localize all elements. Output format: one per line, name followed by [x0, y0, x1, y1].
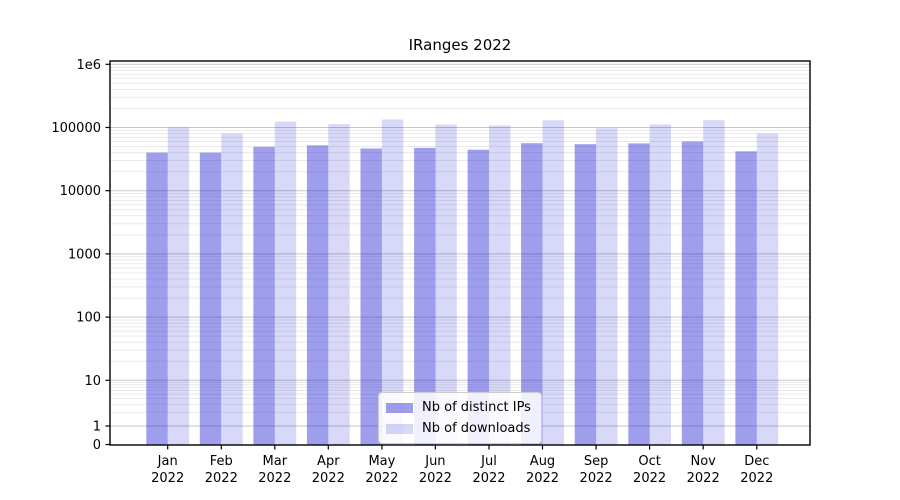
x-tick-label-month: Oct [638, 454, 660, 469]
x-tick-label-month: Feb [210, 454, 233, 469]
x-tick-label-year: 2022 [365, 471, 398, 486]
x-tick-label-month: Dec [744, 454, 769, 469]
bar-downloads [328, 124, 350, 445]
bar-downloads [596, 128, 618, 446]
bar-distinct-ips [306, 145, 329, 445]
bar-distinct-ips [360, 148, 382, 445]
legend-label-downloads: Nb of downloads [422, 421, 531, 436]
legend: Nb of distinct IPs Nb of downloads [378, 392, 542, 444]
x-tick-label-year: 2022 [205, 471, 238, 486]
x-tick-label-year: 2022 [687, 471, 720, 486]
legend-swatch-distinct-ips [386, 402, 413, 413]
bar-downloads [381, 119, 404, 445]
y-tick-label: 100000 [51, 121, 101, 136]
x-tick-label-year: 2022 [740, 471, 773, 486]
bar-distinct-ips [735, 151, 757, 446]
series-distinct-ips [146, 141, 757, 446]
minor-gridlines [110, 66, 810, 413]
x-tick-label-year: 2022 [580, 471, 613, 486]
x-axis: Jan 2022 Feb 2022 Mar 2022 Apr 2022 May 2022 Jun 20… [151, 445, 773, 486]
x-tick-label-year: 2022 [151, 471, 184, 486]
x-tick-label-month: Mar [263, 454, 288, 469]
x-tick-label-month: Nov [691, 454, 717, 469]
x-tick-label-year: 2022 [526, 471, 559, 486]
x-tick-label-month: Jul [480, 454, 497, 469]
bar-downloads [221, 133, 243, 445]
x-tick-label-year: 2022 [312, 471, 345, 486]
x-tick-label-month: Jun [424, 454, 445, 469]
legend-item-distinct-ips: Nb of distinct IPs [386, 400, 531, 415]
bar-distinct-ips [681, 141, 704, 445]
x-tick-label-month: May [368, 454, 395, 469]
bar-distinct-ips [199, 152, 222, 445]
y-tick-label: 1000 [68, 247, 101, 262]
y-tick-label: 1e6 [76, 58, 101, 73]
bar-distinct-ips [521, 143, 543, 445]
bar-distinct-ips [574, 144, 597, 445]
bar-downloads [649, 124, 671, 446]
x-tick-label-month: Apr [317, 454, 340, 469]
bar-downloads [542, 120, 564, 446]
bar-distinct-ips [628, 143, 650, 445]
y-tick-label: 10000 [60, 184, 101, 199]
bar-downloads [756, 133, 779, 445]
series-downloads [167, 119, 779, 446]
legend-item-downloads: Nb of downloads [386, 421, 531, 436]
bar-downloads [435, 124, 457, 445]
chart-title: IRanges 2022 [408, 36, 512, 54]
bar-distinct-ips [467, 149, 489, 445]
y-tick-label: 1 [93, 420, 101, 435]
legend-swatch-downloads [386, 423, 413, 434]
y-tick-label: 100 [76, 311, 101, 326]
bar-downloads [703, 120, 725, 445]
bar-distinct-ips [414, 147, 436, 445]
x-tick-label-month: Sep [584, 454, 609, 469]
x-tick-label-year: 2022 [472, 471, 505, 486]
x-tick-label-year: 2022 [419, 471, 452, 486]
bar-downloads [167, 127, 190, 445]
bar-downloads [489, 125, 511, 446]
y-tick-label: 10 [84, 374, 101, 389]
bar-distinct-ips [146, 152, 168, 445]
x-tick-label-year: 2022 [258, 471, 291, 486]
plot-border [109, 60, 811, 446]
x-tick-label-month: Jan [157, 454, 178, 469]
bar-distinct-ips [253, 146, 275, 446]
legend-label-distinct-ips: Nb of distinct IPs [422, 400, 531, 415]
bar-downloads [274, 121, 297, 445]
y-tick-label: 0 [93, 438, 101, 453]
x-tick-label-year: 2022 [633, 471, 666, 486]
x-tick-label-month: Aug [530, 454, 555, 469]
